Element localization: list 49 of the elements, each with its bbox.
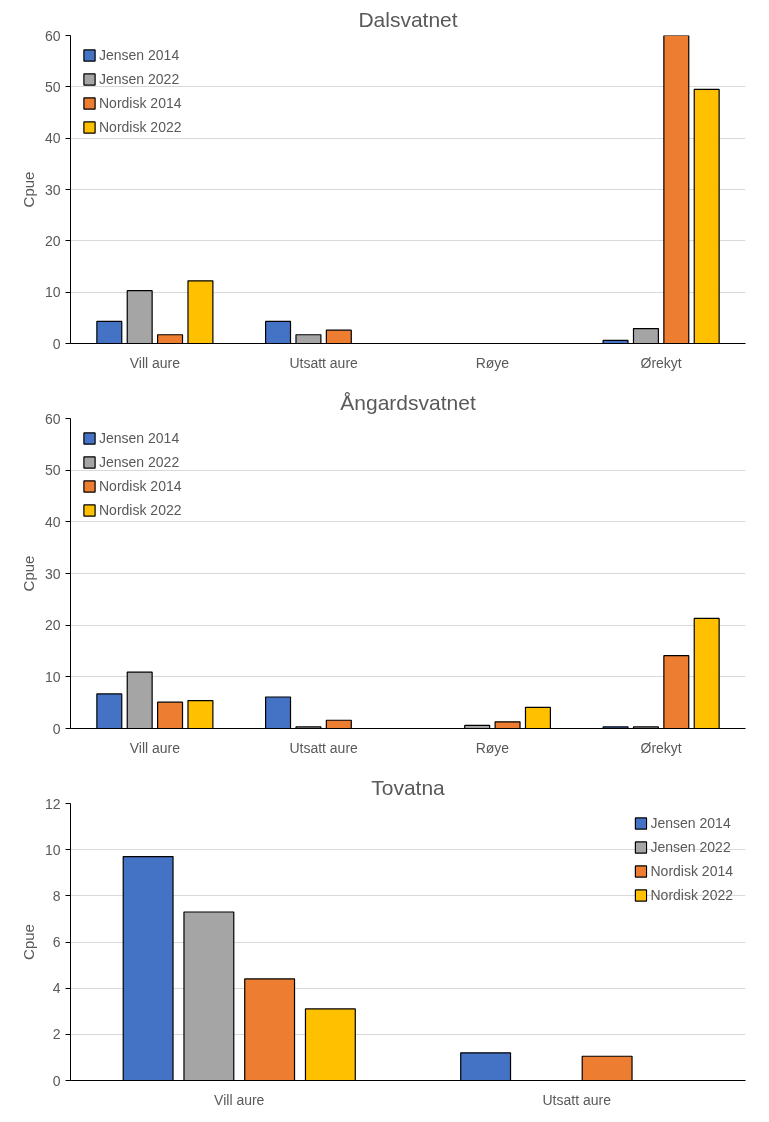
y-tick-label: 30 (44, 181, 61, 198)
y-axis-title: Cpue (19, 171, 37, 208)
legend-label: Jensen 2014 (650, 815, 731, 831)
y-tick-label: 30 (44, 565, 61, 582)
legend-label: Nordisk 2022 (99, 502, 182, 518)
legend-label: Jensen 2014 (99, 430, 180, 446)
legend-label: Jensen 2022 (99, 454, 180, 470)
chart-title: Dalsvatnet (358, 7, 458, 31)
y-tick-label: 0 (52, 335, 61, 352)
x-tick-label: Vill aure (214, 1091, 265, 1108)
x-tick-label: Utsatt aure (289, 354, 359, 371)
legend-label: Nordisk 2014 (99, 95, 182, 111)
legend-label: Nordisk 2022 (650, 887, 733, 903)
chart-title: Ångardsvatnet (340, 390, 476, 414)
x-tick-label: Utsatt aure (289, 739, 359, 756)
y-tick-label: 0 (52, 1072, 61, 1089)
y-tick-label: 10 (44, 668, 61, 685)
x-tick-label: Røye (475, 354, 510, 371)
chart-title: Tovatna (371, 775, 446, 799)
y-tick-label: 2 (52, 1026, 61, 1043)
y-tick-label: 20 (44, 232, 61, 249)
y-axis-title: Cpue (19, 924, 37, 960)
y-tick-label: 10 (44, 284, 61, 301)
y-tick-label: 60 (44, 27, 61, 44)
y-axis-title: Cpue (19, 555, 37, 592)
y-tick-label: 8 (52, 887, 61, 904)
legend-label: Jensen 2022 (650, 839, 731, 855)
y-tick-label: 0 (52, 720, 61, 737)
y-tick-label: 6 (52, 934, 61, 950)
x-tick-label: Vill aure (129, 354, 181, 371)
x-tick-label: Ørekyt (640, 739, 682, 756)
y-tick-label: 50 (44, 462, 61, 479)
y-tick-label: 20 (44, 617, 61, 634)
legend-label: Nordisk 2014 (650, 863, 733, 879)
y-tick-label: 40 (44, 130, 61, 147)
y-tick-label: 50 (44, 78, 61, 95)
x-tick-label: Ørekyt (640, 354, 682, 371)
legend-label: Nordisk 2022 (99, 119, 182, 135)
y-tick-label: 12 (44, 795, 61, 812)
y-tick-label: 4 (52, 980, 61, 997)
x-tick-label: Vill aure (129, 739, 181, 756)
y-tick-label: 10 (44, 841, 61, 858)
legend-label: Jensen 2014 (99, 47, 180, 63)
y-tick-label: 60 (44, 410, 61, 427)
x-tick-label: Utsatt aure (542, 1091, 612, 1108)
x-tick-label: Røye (475, 739, 510, 756)
y-tick-label: 40 (44, 513, 61, 530)
legend-label: Nordisk 2014 (99, 478, 182, 494)
legend-label: Jensen 2022 (99, 71, 180, 87)
